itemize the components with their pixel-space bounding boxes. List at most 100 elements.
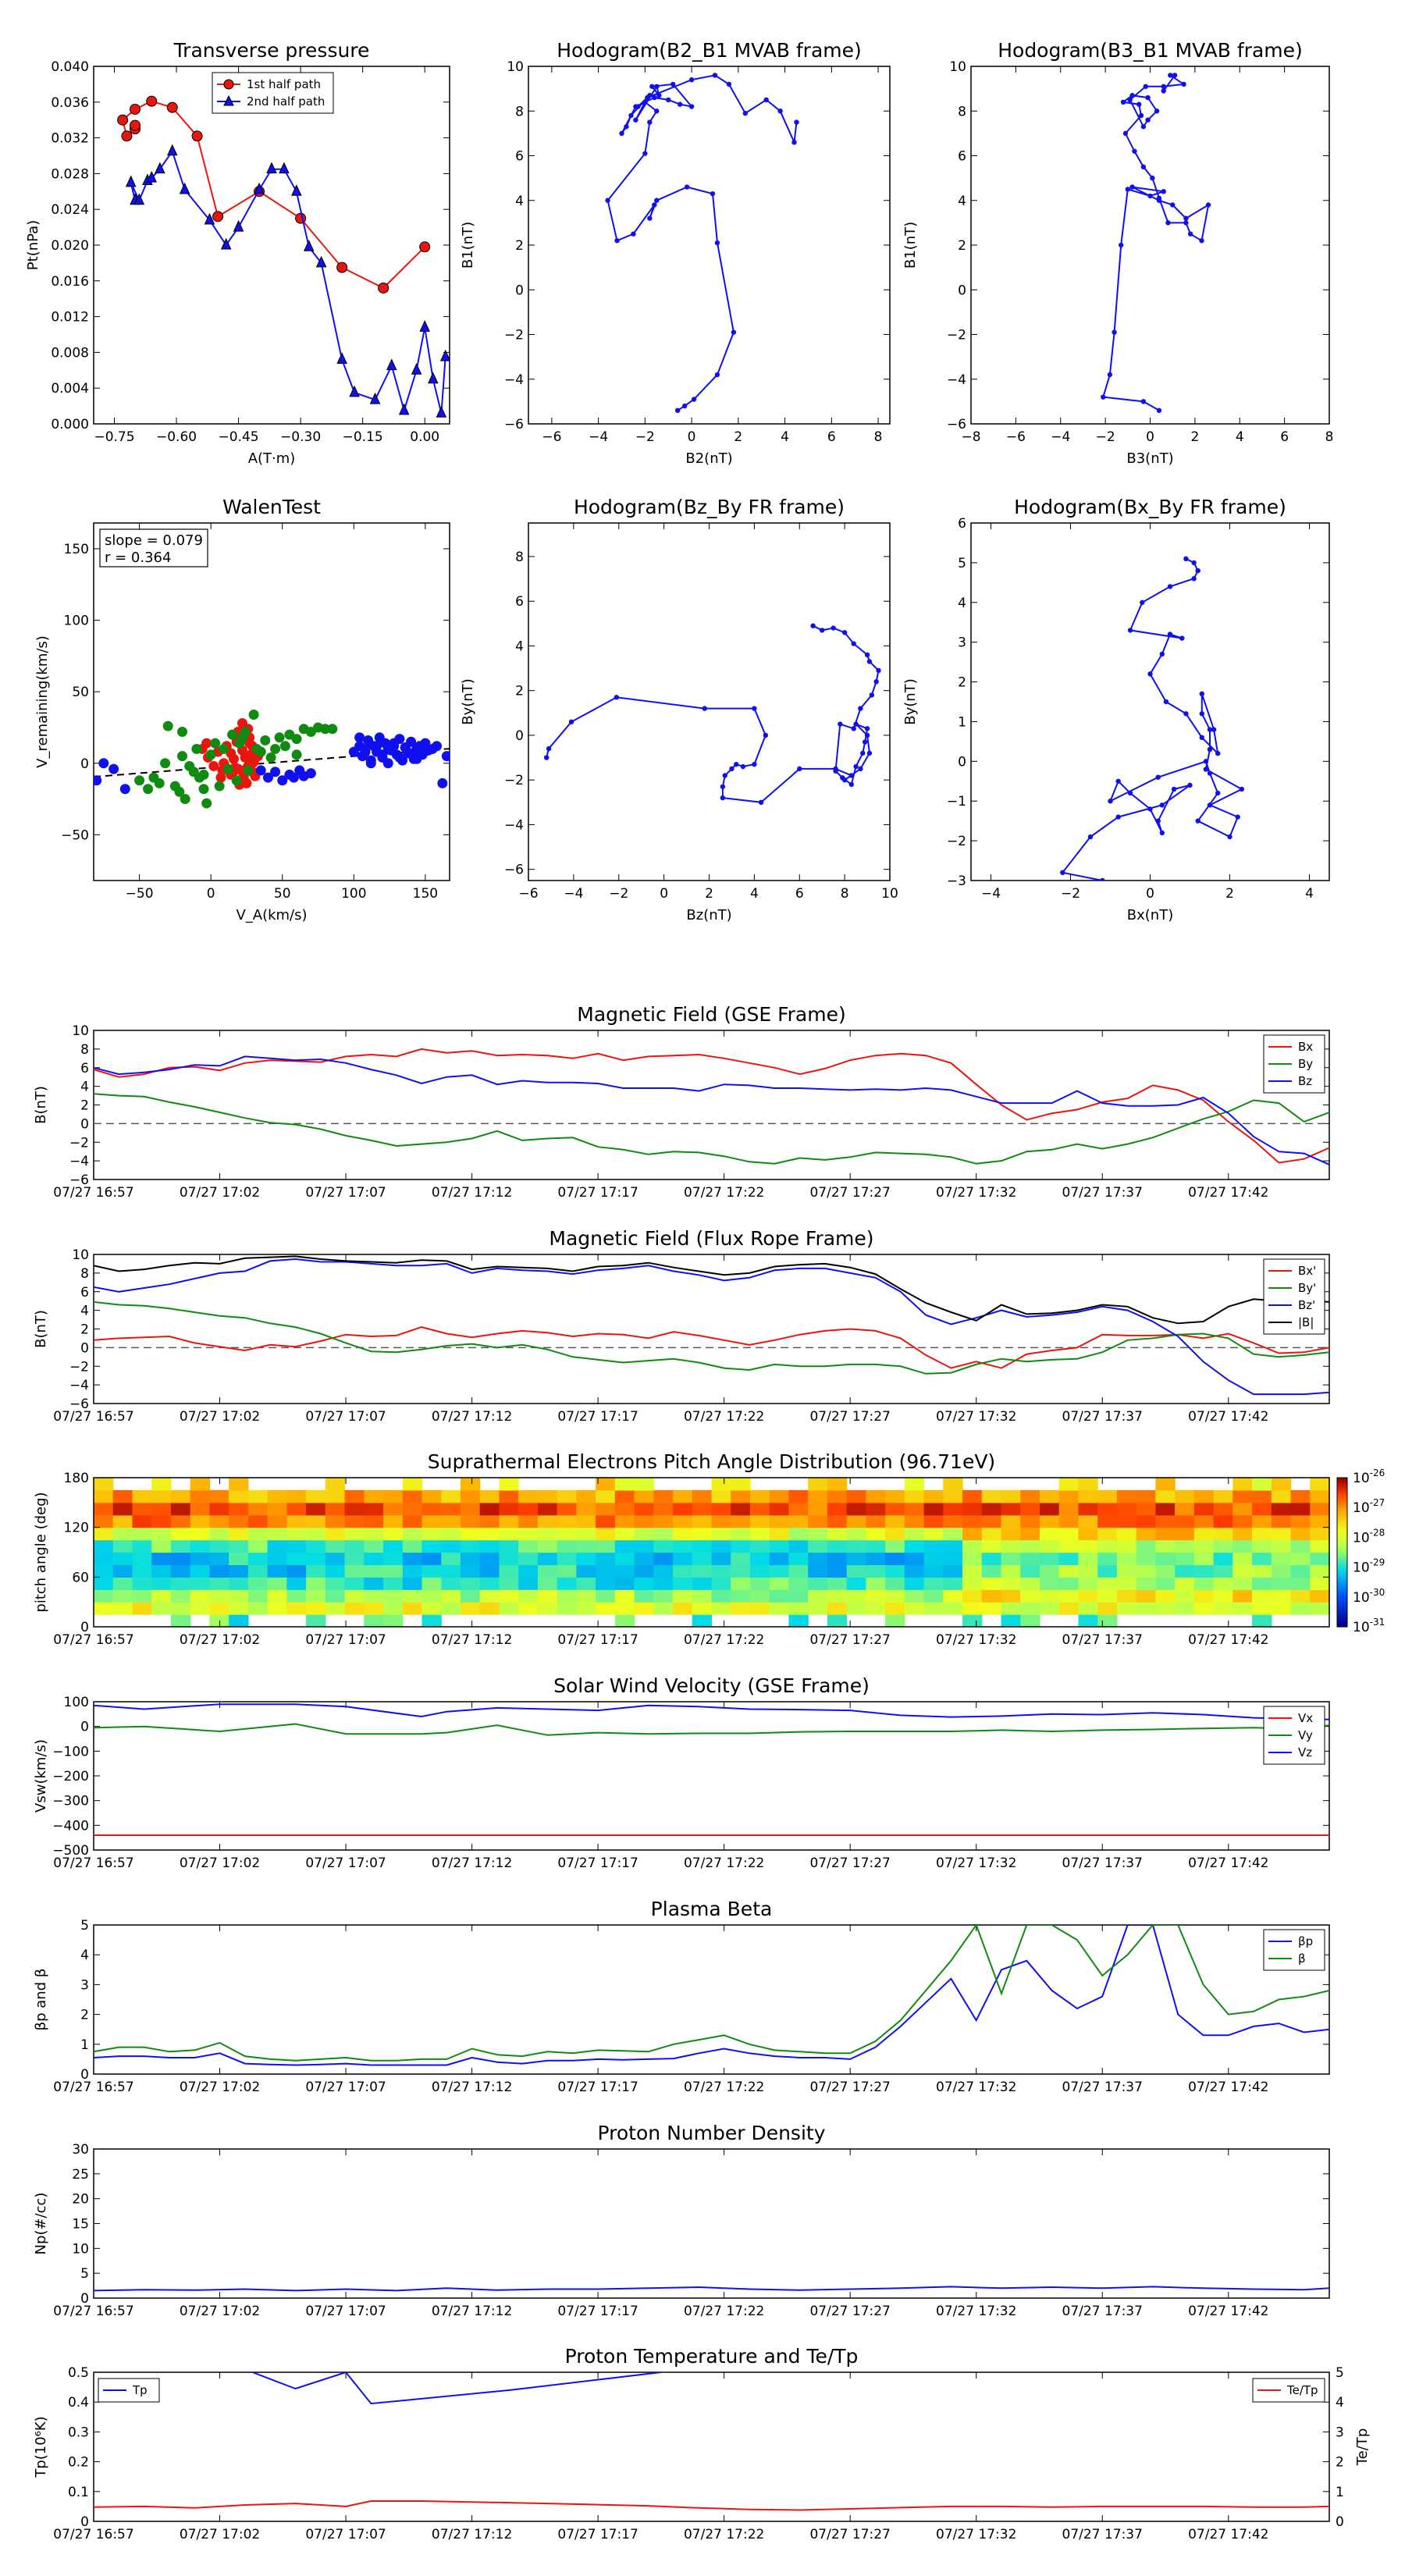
chart-walen_test: −50 0 50 100 150 −50 0 50 100 150 WalenTest V_A(km/… xyxy=(34,496,450,923)
heat-cell xyxy=(132,1589,152,1603)
data-point xyxy=(1147,193,1153,199)
data-point xyxy=(670,81,676,87)
x-tick-label: 07/27 17:02 xyxy=(180,2527,260,2542)
heat-cell xyxy=(769,1489,790,1503)
heat-cell xyxy=(788,1502,809,1516)
y-tick-label: 4 xyxy=(515,639,524,654)
chart-solar_wind_velocity: 07/27 16:57 07/27 17:02 07/27 17:07 07/27 1… xyxy=(33,1674,1330,1871)
heat-cell xyxy=(596,1478,616,1491)
data-point xyxy=(1183,711,1189,717)
heat-cell xyxy=(229,1602,249,1615)
heat-cell xyxy=(286,1564,307,1578)
heat-cell xyxy=(1290,1577,1311,1590)
heat-cell xyxy=(962,1564,983,1578)
heat-cell xyxy=(596,1539,616,1553)
colorbar-cell xyxy=(1337,1507,1347,1510)
heat-cell xyxy=(422,1577,442,1590)
y-tick-label: 15 xyxy=(72,2217,89,2233)
colorbar-cell xyxy=(1337,1594,1347,1598)
y-tick-label: −100 xyxy=(52,1744,89,1759)
heat-cell xyxy=(1058,1514,1080,1528)
heat-cell xyxy=(1001,1589,1021,1603)
chart-title: Magnetic Field (GSE Frame) xyxy=(577,1003,845,1026)
heat-cell xyxy=(267,1602,287,1615)
data-point xyxy=(254,182,265,194)
heat-cell xyxy=(229,1577,249,1590)
heat-cell xyxy=(306,1552,326,1566)
heat-cell xyxy=(1310,1489,1329,1503)
x-tick-label: 0 xyxy=(207,886,215,902)
colorbar-cell xyxy=(1337,1606,1347,1610)
heat-cell xyxy=(1001,1527,1021,1541)
heat-cell xyxy=(1116,1564,1137,1578)
data-point xyxy=(1136,101,1142,107)
heat-cell xyxy=(94,1514,114,1528)
heat-cell xyxy=(1271,1527,1292,1541)
heat-cell xyxy=(441,1489,461,1503)
data-point xyxy=(1060,870,1065,876)
x-tick-label: 07/27 17:32 xyxy=(936,2080,1016,2095)
heat-cell xyxy=(885,1527,905,1541)
heat-cell xyxy=(518,1514,539,1528)
heat-cell xyxy=(596,1489,616,1503)
data-point xyxy=(1203,767,1209,772)
heat-cell xyxy=(1020,1514,1040,1528)
heat-cell xyxy=(557,1514,577,1528)
heat-cell xyxy=(769,1564,790,1578)
heat-cell xyxy=(1058,1539,1080,1553)
heat-cell xyxy=(846,1539,866,1553)
heat-cell xyxy=(808,1527,828,1541)
plot-frame xyxy=(93,1924,1330,2075)
heat-cell xyxy=(132,1552,152,1566)
heat-cell xyxy=(1232,1564,1253,1578)
heat-cell xyxy=(537,1539,558,1553)
data-point xyxy=(654,197,660,203)
y-tick-label: 0 xyxy=(80,1720,89,1735)
heat-cell xyxy=(94,1552,114,1566)
data-point xyxy=(419,241,431,253)
heat-cell xyxy=(1039,1577,1060,1590)
heat-cell xyxy=(1136,1589,1156,1603)
heat-cell xyxy=(731,1577,751,1590)
colorbar-tick-label: 10-27 xyxy=(1353,1497,1385,1516)
data-point xyxy=(121,130,133,142)
heat-cell xyxy=(1020,1502,1040,1516)
data-point xyxy=(633,104,638,109)
data-point xyxy=(130,119,141,131)
y-tick-label: 1 xyxy=(958,714,966,730)
heat-cell xyxy=(1078,1478,1098,1491)
heat-cell xyxy=(885,1614,905,1627)
x-tick-label: 07/27 17:12 xyxy=(432,1409,512,1425)
heat-cell xyxy=(441,1527,461,1541)
heat-cell xyxy=(1213,1489,1233,1503)
data-point xyxy=(143,784,154,795)
heat-cell xyxy=(788,1489,809,1503)
heat-cell xyxy=(190,1502,211,1516)
data-point xyxy=(423,745,434,756)
x-tick-label: −6 xyxy=(1006,429,1026,445)
heat-cell xyxy=(885,1489,905,1503)
heat-cell xyxy=(1252,1577,1272,1590)
heat-cell xyxy=(769,1527,790,1541)
colorbar-cell xyxy=(1337,1527,1347,1531)
data-point xyxy=(833,768,838,774)
heat-cell xyxy=(596,1577,616,1590)
heat-cell xyxy=(866,1589,886,1603)
colorbar-cell xyxy=(1337,1520,1347,1523)
data-point xyxy=(386,358,397,371)
heat-cell xyxy=(731,1478,751,1491)
heat-cell xyxy=(634,1589,654,1603)
heat-cell xyxy=(460,1502,481,1516)
heat-cell xyxy=(846,1552,866,1566)
y-tick-label: 10 xyxy=(72,1023,89,1039)
data-point xyxy=(568,719,574,724)
heat-cell xyxy=(1155,1539,1176,1553)
heat-cell xyxy=(344,1514,365,1528)
data-point xyxy=(378,282,389,294)
colorbar-tick-label: 10-31 xyxy=(1353,1617,1385,1635)
heat-cell xyxy=(364,1502,384,1516)
colorbar-cell xyxy=(1337,1611,1347,1615)
x-tick-label: 07/27 17:32 xyxy=(936,2304,1016,2319)
heat-cell xyxy=(151,1527,172,1541)
data-point xyxy=(1159,802,1165,808)
